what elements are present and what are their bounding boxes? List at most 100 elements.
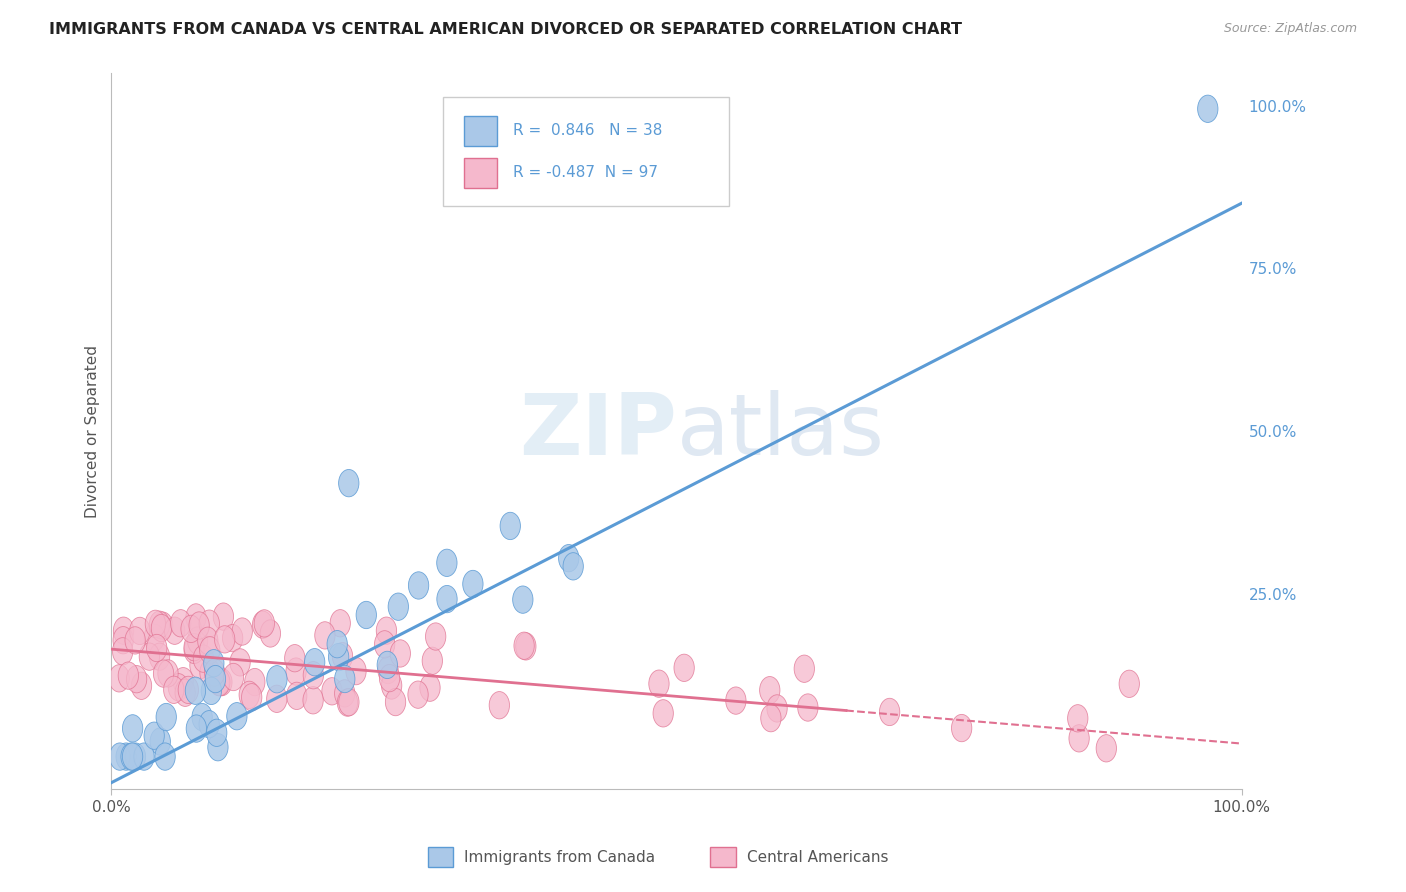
Ellipse shape [558, 544, 579, 572]
Ellipse shape [169, 673, 188, 701]
Ellipse shape [152, 615, 172, 641]
Ellipse shape [648, 670, 669, 698]
Ellipse shape [426, 623, 446, 650]
Ellipse shape [112, 638, 132, 665]
Ellipse shape [652, 699, 673, 727]
Ellipse shape [181, 615, 201, 642]
Ellipse shape [513, 586, 533, 614]
Ellipse shape [794, 655, 814, 682]
Ellipse shape [385, 689, 406, 715]
Ellipse shape [193, 645, 214, 673]
Ellipse shape [254, 610, 274, 637]
Ellipse shape [131, 672, 152, 699]
Ellipse shape [515, 632, 534, 659]
Y-axis label: Divorced or Separated: Divorced or Separated [86, 344, 100, 517]
Ellipse shape [330, 609, 350, 637]
Ellipse shape [516, 632, 536, 660]
Ellipse shape [149, 611, 170, 639]
Text: IMMIGRANTS FROM CANADA VS CENTRAL AMERICAN DIVORCED OR SEPARATED CORRELATION CHA: IMMIGRANTS FROM CANADA VS CENTRAL AMERIC… [49, 22, 962, 37]
Ellipse shape [110, 743, 129, 771]
Ellipse shape [184, 633, 204, 661]
Text: R = -0.487  N = 97: R = -0.487 N = 97 [513, 165, 658, 180]
Ellipse shape [193, 704, 212, 731]
Ellipse shape [163, 676, 184, 704]
Ellipse shape [253, 611, 273, 639]
Ellipse shape [377, 617, 396, 644]
Ellipse shape [174, 679, 195, 706]
Ellipse shape [186, 604, 207, 632]
Ellipse shape [186, 677, 205, 705]
Ellipse shape [209, 669, 231, 696]
Text: Central Americans: Central Americans [747, 850, 889, 864]
Ellipse shape [215, 625, 235, 653]
Ellipse shape [501, 512, 520, 540]
Ellipse shape [339, 689, 359, 716]
Ellipse shape [562, 553, 583, 580]
Ellipse shape [337, 689, 357, 716]
Ellipse shape [422, 647, 443, 674]
Ellipse shape [305, 648, 325, 676]
Ellipse shape [284, 645, 305, 672]
Ellipse shape [204, 659, 225, 686]
Ellipse shape [374, 631, 395, 658]
Ellipse shape [388, 593, 409, 620]
Ellipse shape [122, 743, 143, 771]
Ellipse shape [146, 634, 167, 662]
Ellipse shape [122, 714, 143, 742]
Ellipse shape [315, 622, 335, 649]
Ellipse shape [245, 668, 264, 696]
Ellipse shape [204, 649, 224, 677]
Ellipse shape [153, 660, 174, 687]
Ellipse shape [260, 620, 281, 647]
Ellipse shape [125, 743, 146, 771]
Ellipse shape [179, 676, 198, 704]
Ellipse shape [287, 682, 307, 709]
Ellipse shape [328, 631, 347, 657]
Ellipse shape [766, 695, 787, 723]
Text: atlas: atlas [676, 390, 884, 473]
Text: Immigrants from Canada: Immigrants from Canada [464, 850, 655, 864]
Ellipse shape [143, 624, 165, 651]
Ellipse shape [437, 585, 457, 613]
Ellipse shape [170, 609, 191, 637]
Text: R =  0.846   N = 38: R = 0.846 N = 38 [513, 123, 662, 138]
Ellipse shape [200, 711, 219, 738]
Ellipse shape [190, 652, 209, 679]
Ellipse shape [118, 662, 139, 690]
Ellipse shape [143, 722, 165, 749]
Ellipse shape [226, 703, 247, 730]
Ellipse shape [157, 660, 179, 687]
Ellipse shape [152, 612, 173, 640]
Ellipse shape [335, 680, 354, 707]
Ellipse shape [121, 743, 141, 771]
Ellipse shape [378, 657, 398, 683]
Ellipse shape [112, 626, 134, 654]
Ellipse shape [150, 728, 170, 756]
Ellipse shape [322, 678, 342, 705]
Ellipse shape [224, 664, 243, 690]
Ellipse shape [302, 687, 323, 714]
Ellipse shape [673, 654, 695, 681]
Ellipse shape [184, 636, 204, 664]
Ellipse shape [155, 743, 176, 771]
Ellipse shape [173, 667, 194, 695]
Ellipse shape [267, 685, 287, 713]
Ellipse shape [329, 643, 349, 671]
Ellipse shape [231, 648, 250, 676]
Ellipse shape [381, 672, 402, 699]
Ellipse shape [952, 714, 972, 742]
Ellipse shape [114, 617, 134, 644]
Ellipse shape [200, 659, 221, 687]
Ellipse shape [408, 681, 429, 708]
Ellipse shape [389, 640, 411, 667]
Ellipse shape [759, 676, 780, 704]
Ellipse shape [214, 603, 233, 631]
Ellipse shape [110, 665, 129, 692]
Ellipse shape [761, 705, 782, 731]
Ellipse shape [1198, 95, 1218, 122]
Ellipse shape [335, 665, 354, 693]
Ellipse shape [489, 691, 509, 719]
Ellipse shape [380, 665, 399, 692]
Ellipse shape [1067, 705, 1088, 732]
Ellipse shape [1119, 670, 1139, 698]
